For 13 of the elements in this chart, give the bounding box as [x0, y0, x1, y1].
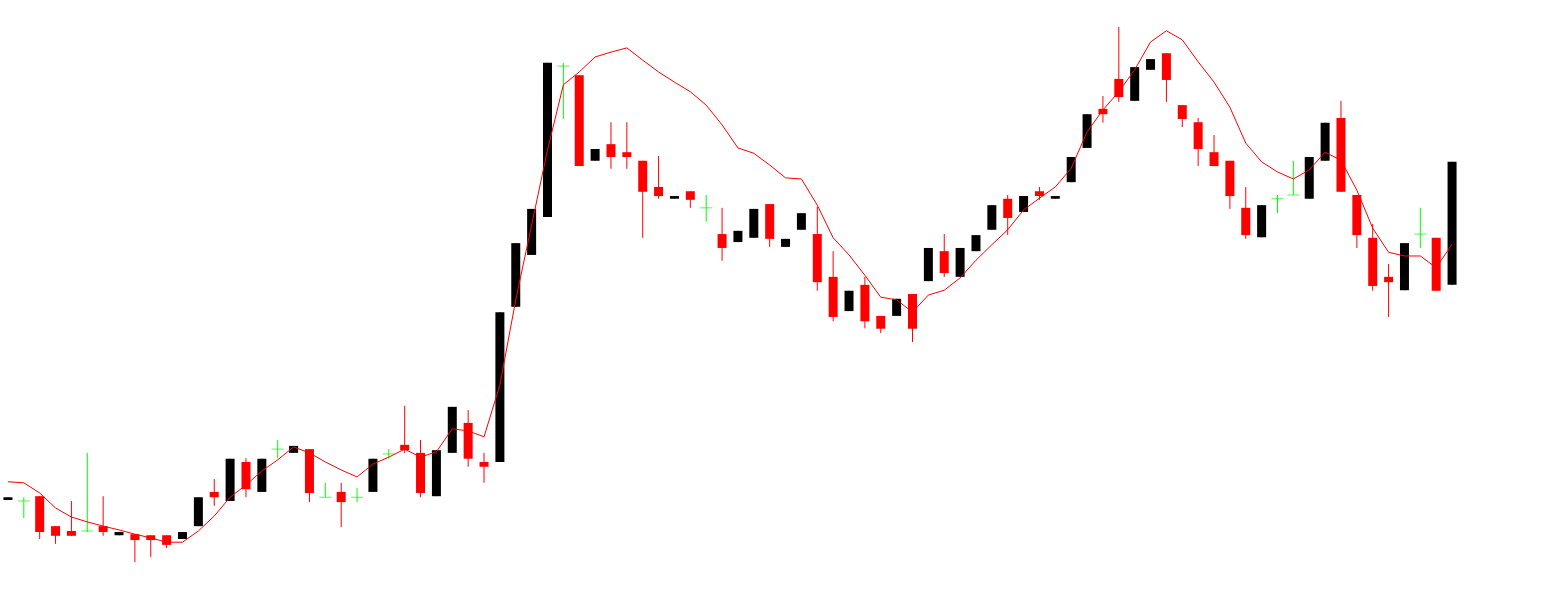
candlestick — [1177, 104, 1187, 128]
candlestick — [479, 452, 489, 484]
candlestick — [939, 233, 949, 278]
candlestick — [209, 478, 219, 507]
candlestick — [66, 500, 76, 537]
candlestick — [622, 121, 632, 170]
candlestick — [1209, 134, 1219, 167]
candlestick — [1384, 263, 1394, 318]
candlestick — [606, 121, 616, 170]
candlestick — [1003, 194, 1013, 236]
candlestick — [654, 155, 664, 200]
candlestick — [717, 207, 727, 262]
candlestick — [336, 482, 346, 528]
